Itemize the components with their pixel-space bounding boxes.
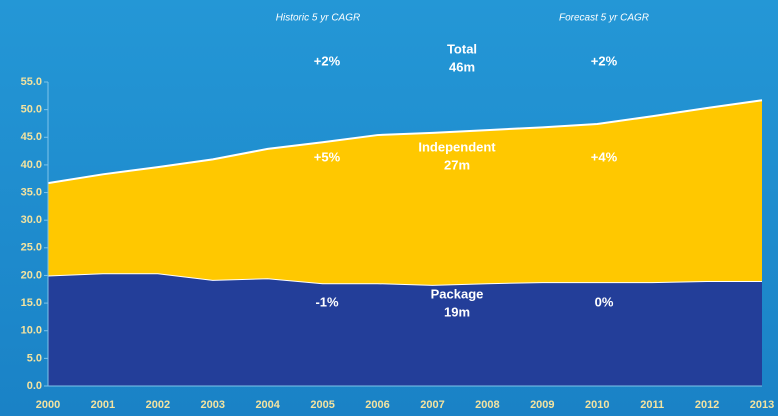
x-tick-label: 2010 bbox=[585, 399, 609, 411]
annotation: +5% bbox=[314, 149, 341, 164]
annotation: 19m bbox=[444, 304, 470, 319]
y-tick-label: 5.0 bbox=[27, 352, 42, 364]
y-tick-label: 15.0 bbox=[21, 297, 42, 309]
annotation: Package bbox=[431, 286, 484, 301]
y-tick-label: 20.0 bbox=[21, 269, 42, 281]
annotation: +2% bbox=[314, 53, 341, 68]
annotation: 0% bbox=[595, 294, 614, 309]
x-tick-label: 2001 bbox=[91, 399, 115, 411]
annotation: 27m bbox=[444, 157, 470, 172]
y-tick-label: 55.0 bbox=[21, 76, 42, 88]
area bbox=[48, 100, 762, 285]
x-tick-label: 2008 bbox=[475, 399, 499, 411]
x-tick-label: 2005 bbox=[310, 399, 334, 411]
y-tick-label: 0.0 bbox=[27, 380, 42, 392]
x-tick-label: 2004 bbox=[255, 399, 280, 411]
annotation: Forecast 5 yr CAGR bbox=[559, 13, 649, 24]
annotation: +2% bbox=[591, 53, 618, 68]
y-tick-label: 45.0 bbox=[21, 131, 42, 143]
x-tick-label: 2011 bbox=[640, 399, 664, 411]
x-tick-label: 2000 bbox=[36, 399, 60, 411]
annotation: Historic 5 yr CAGR bbox=[276, 13, 360, 24]
annotation: Total bbox=[447, 41, 477, 56]
area bbox=[48, 273, 762, 386]
annotation: +4% bbox=[591, 149, 618, 164]
y-tick-label: 30.0 bbox=[21, 214, 42, 226]
x-tick-label: 2012 bbox=[695, 399, 719, 411]
x-tick-label: 2007 bbox=[420, 399, 444, 411]
y-tick-label: 10.0 bbox=[21, 325, 42, 337]
x-tick-label: 2006 bbox=[365, 399, 389, 411]
area-edge bbox=[47, 99, 763, 185]
x-tick-label: 2013 bbox=[750, 399, 774, 411]
y-tick-label: 35.0 bbox=[21, 186, 42, 198]
annotation: Independent bbox=[418, 139, 496, 154]
annotation: 46m bbox=[449, 59, 475, 74]
x-tick-label: 2002 bbox=[146, 399, 170, 411]
y-tick-label: 25.0 bbox=[21, 242, 42, 254]
annotation: -1% bbox=[315, 294, 339, 309]
y-tick-label: 50.0 bbox=[21, 104, 42, 116]
x-tick-label: 2009 bbox=[530, 399, 554, 411]
y-tick-label: 40.0 bbox=[21, 159, 42, 171]
x-tick-label: 2003 bbox=[201, 399, 225, 411]
